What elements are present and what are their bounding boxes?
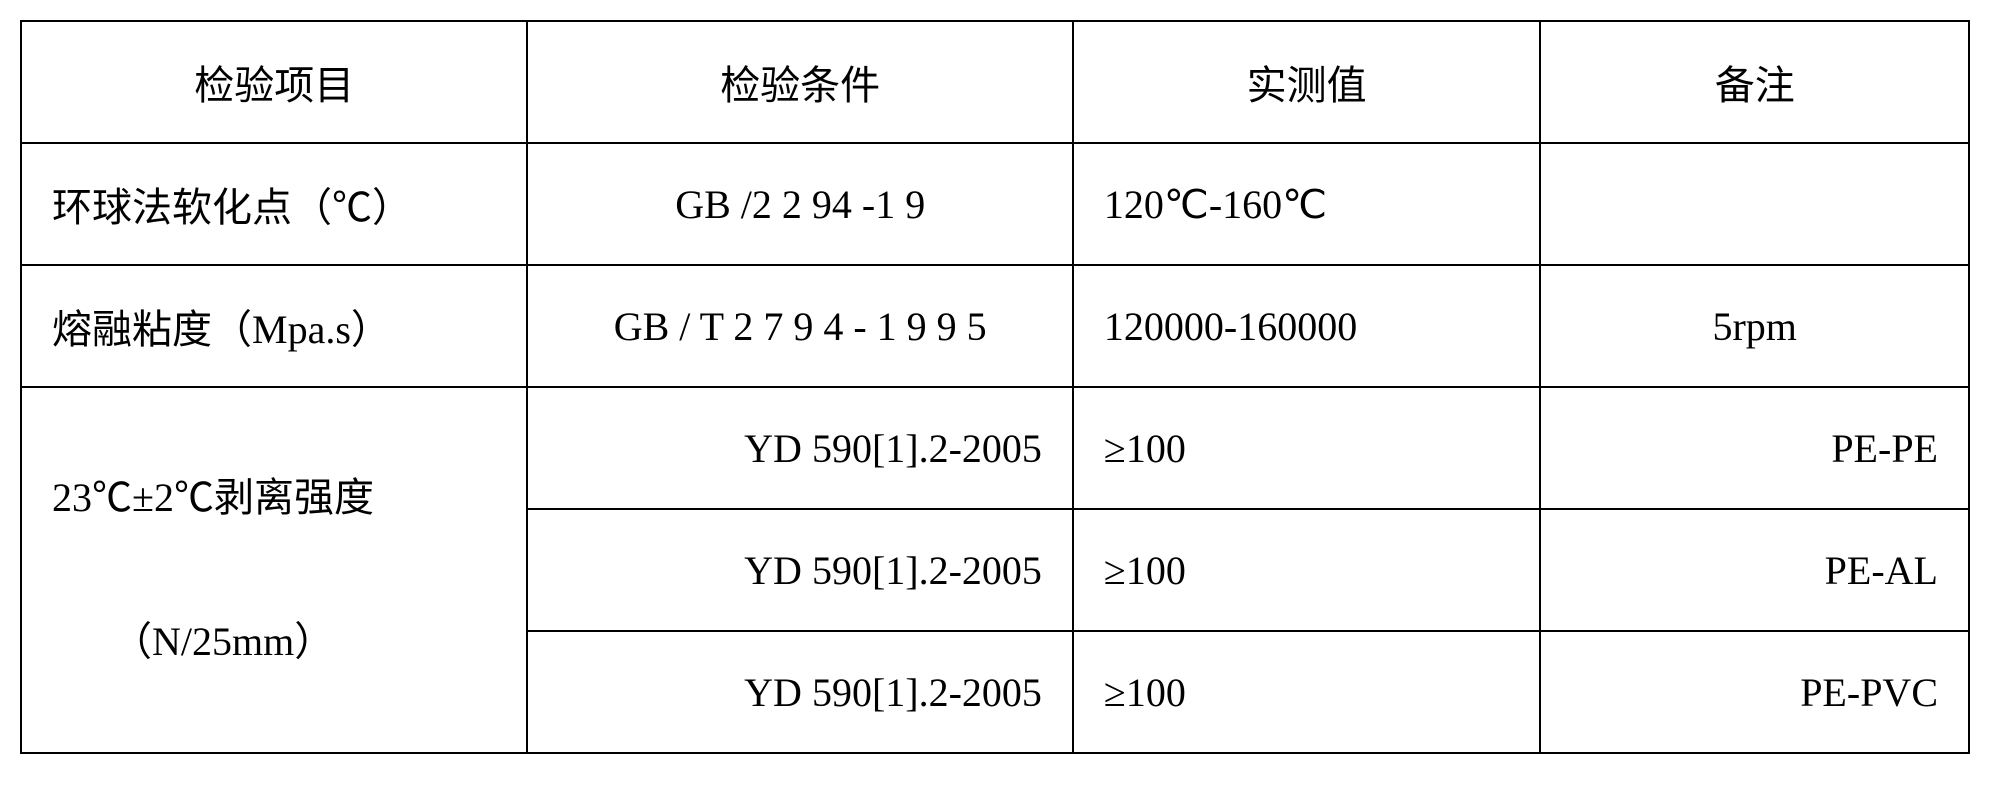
row3-sub1-value: ≥100: [1073, 387, 1541, 509]
row2-value: 120000-160000: [1073, 265, 1541, 387]
row3-sub1-condition: YD 590[1].2-2005: [527, 387, 1072, 509]
row2-note: 5rpm: [1540, 265, 1969, 387]
row3-sub2-value: ≥100: [1073, 509, 1541, 631]
header-value: 实测值: [1073, 21, 1541, 143]
row3-item-line1: 23℃±2℃剥离强度: [52, 475, 374, 520]
row1-note: [1540, 143, 1969, 265]
row2-condition: GB / T 2 7 9 4 - 1 9 9 5: [527, 265, 1072, 387]
row1-value: 120℃-160℃: [1073, 143, 1541, 265]
table-row: 23℃±2℃剥离强度 （N/25mm） YD 590[1].2-2005 ≥10…: [21, 387, 1969, 509]
row1-condition: GB /2 2 94 -1 9: [527, 143, 1072, 265]
row1-item: 环球法软化点（℃）: [21, 143, 527, 265]
table-header-row: 检验项目 检验条件 实测值 备注: [21, 21, 1969, 143]
row2-item: 熔融粘度（Mpa.s）: [21, 265, 527, 387]
row3-item: 23℃±2℃剥离强度 （N/25mm）: [21, 387, 527, 753]
row3-sub3-condition: YD 590[1].2-2005: [527, 631, 1072, 753]
header-condition: 检验条件: [527, 21, 1072, 143]
header-item: 检验项目: [21, 21, 527, 143]
row3-sub2-condition: YD 590[1].2-2005: [527, 509, 1072, 631]
table-row: 环球法软化点（℃） GB /2 2 94 -1 9 120℃-160℃: [21, 143, 1969, 265]
header-note: 备注: [1540, 21, 1969, 143]
row3-item-line2: （N/25mm）: [52, 619, 334, 664]
row3-sub1-note: PE-PE: [1540, 387, 1969, 509]
row3-sub3-value: ≥100: [1073, 631, 1541, 753]
spec-table: 检验项目 检验条件 实测值 备注 环球法软化点（℃） GB /2 2 94 -1…: [20, 20, 1970, 754]
table-row: 熔融粘度（Mpa.s） GB / T 2 7 9 4 - 1 9 9 5 120…: [21, 265, 1969, 387]
row3-sub2-note: PE-AL: [1540, 509, 1969, 631]
row3-sub3-note: PE-PVC: [1540, 631, 1969, 753]
